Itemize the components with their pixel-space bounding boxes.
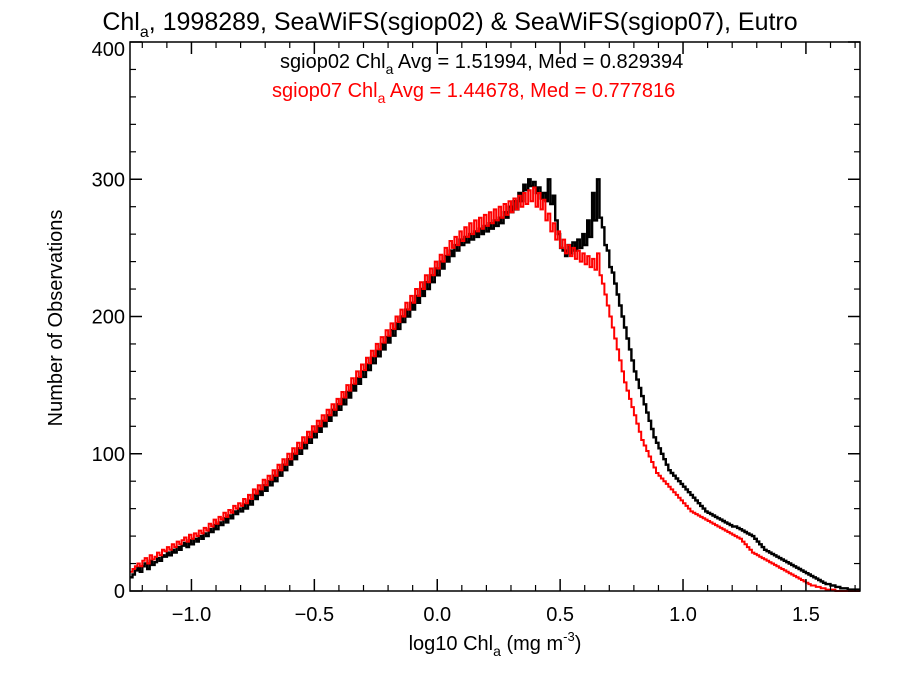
x-tick-label: 1.5 [792,604,820,626]
y-axis-label: Number of Observations [45,210,67,427]
y-tick-label: 200 [92,307,125,329]
plot-frame [129,41,861,592]
annotation-sgiop02: sgiop02 Chla Avg = 1.51994, Med = 0.8293… [280,51,683,77]
y-tick-label: 400 [92,39,125,61]
x-tick-label: −1.0 [172,604,211,626]
series-line-sgiop07 [130,186,860,592]
y-ticks: 0 100 200 300 400 [92,39,860,603]
x-tick-label: −0.5 [295,604,334,626]
chart-title: Chla, 1998289, SeaWiFS(sgiop02) & SeaWiF… [102,8,797,41]
x-ticks: −1.0 −0.5 0.0 0.5 1.0 1.5 [141,42,856,626]
y-tick-label: 0 [114,581,125,603]
series-line-sgiop02 [130,178,860,591]
x-axis-label: log10 Chla (mg m-3) [409,629,582,659]
y-tick-label: 100 [92,444,125,466]
plot-series [130,178,860,592]
annotation-sgiop07: sgiop07 Chla Avg = 1.44678, Med = 0.7778… [272,80,675,106]
x-tick-label: 0.5 [546,604,574,626]
y-tick-label: 300 [92,169,125,191]
x-tick-label: 0.0 [423,604,451,626]
x-tick-label: 1.0 [669,604,697,626]
